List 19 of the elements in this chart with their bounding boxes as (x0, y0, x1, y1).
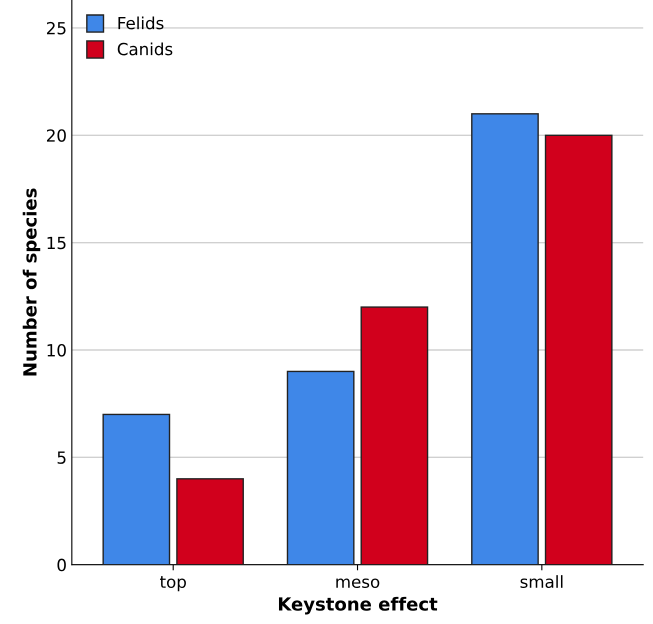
legend-label: Canids (118, 42, 172, 56)
bar (286, 370, 355, 565)
y-tick-label: 5 (58, 452, 66, 464)
y-axis-title: Number of species (22, 188, 40, 376)
x-tick-label: meso (336, 578, 380, 588)
x-tick-label: small (520, 575, 562, 588)
x-axis-title: Keystone effect (278, 596, 438, 614)
legend-label: Felids (118, 16, 164, 30)
bar (176, 478, 244, 565)
y-tick-label: 15 (48, 236, 66, 250)
y-tick-label: 0 (57, 558, 66, 572)
bar (544, 134, 613, 565)
bar (360, 306, 428, 565)
y-tick-label: 25 (46, 22, 66, 34)
y-tick-label: 20 (46, 129, 66, 142)
x-tick-label: top (160, 576, 186, 592)
bar (471, 113, 539, 565)
y-tick-label: 10 (48, 344, 66, 357)
bar (102, 414, 170, 565)
